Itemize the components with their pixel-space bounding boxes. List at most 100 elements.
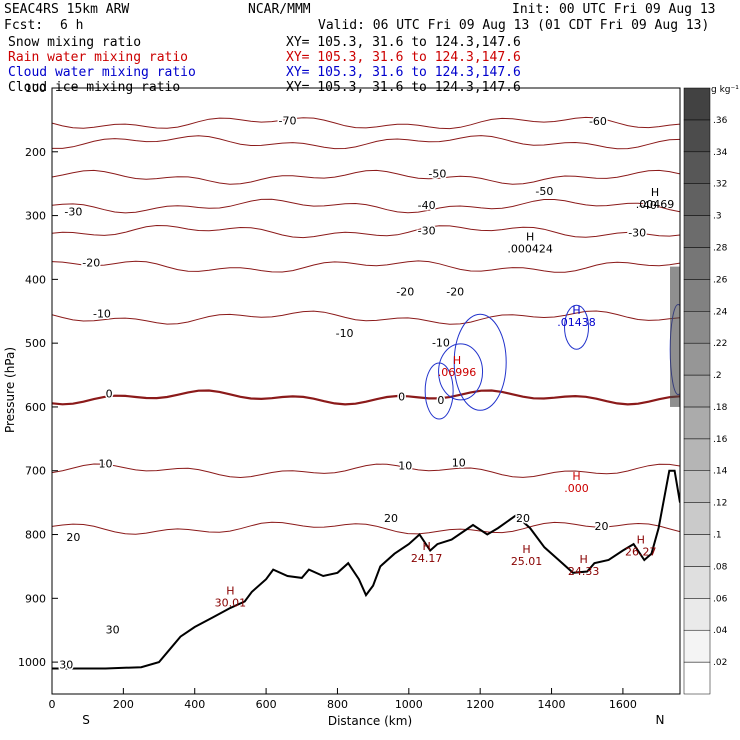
x-tick: 1600 bbox=[609, 688, 637, 711]
extremum-h: H bbox=[453, 354, 461, 367]
x-tick-label: 400 bbox=[184, 698, 205, 711]
extremum-marker: H24.17 bbox=[411, 540, 443, 565]
x-tick-label: 1200 bbox=[466, 698, 494, 711]
colorbar-tick: .06 bbox=[713, 594, 728, 604]
extremum-value: .000424 bbox=[507, 243, 553, 256]
extremum-value: 24.17 bbox=[411, 552, 443, 565]
shaded-mixing-ratio bbox=[670, 266, 680, 407]
colorbar-tick: .22 bbox=[713, 339, 727, 349]
isotherm-10 bbox=[52, 463, 680, 479]
contour-label: -30 bbox=[418, 225, 436, 238]
contour-label: 0 bbox=[437, 394, 444, 407]
fcst-label: Fcst: bbox=[4, 18, 44, 33]
colorbar-tick: .08 bbox=[713, 562, 728, 572]
x-tick-label: 1000 bbox=[395, 698, 423, 711]
x-tick-label: 1600 bbox=[609, 698, 637, 711]
extremum-value: .00469 bbox=[636, 198, 675, 211]
colorbar-tick: .28 bbox=[713, 243, 728, 253]
contour-label: 10 bbox=[398, 459, 412, 472]
colorbar-swatch bbox=[683, 502, 711, 535]
y-tick-label: 600 bbox=[25, 401, 46, 414]
colorbar-tick: .24 bbox=[713, 307, 728, 317]
isotherm--10 bbox=[52, 310, 680, 325]
x-tick-label: 1400 bbox=[538, 698, 566, 711]
contour-label: -70 bbox=[279, 114, 297, 127]
isotherm-0 bbox=[52, 389, 680, 406]
x-tick: 200 bbox=[113, 688, 134, 711]
cloud-water-contour bbox=[564, 304, 590, 350]
x-tick-label: 800 bbox=[327, 698, 348, 711]
terrain-line bbox=[52, 469, 680, 670]
extremum-marker: H30.01 bbox=[215, 585, 247, 610]
isotherm--30 bbox=[52, 224, 680, 239]
colorbar-tick: .26 bbox=[713, 275, 728, 285]
y-tick: 700 bbox=[25, 465, 58, 478]
y-tick: 900 bbox=[25, 592, 58, 605]
extremum-h: H bbox=[580, 553, 588, 566]
x-tick: 1000 bbox=[395, 688, 423, 711]
contour-label: 10 bbox=[99, 458, 113, 471]
y-tick-label: 300 bbox=[25, 210, 46, 223]
x-tick: 800 bbox=[327, 688, 348, 711]
extremum-marker: H26.27 bbox=[625, 534, 657, 559]
x-tick: 1200 bbox=[466, 688, 494, 711]
isotherm--20 bbox=[52, 260, 680, 273]
colorbar-tick: .14 bbox=[713, 467, 728, 477]
x-tick: 600 bbox=[256, 688, 277, 711]
plot-frame bbox=[51, 87, 681, 695]
isotherm-20 bbox=[52, 521, 680, 535]
y-tick: 200 bbox=[25, 146, 58, 159]
x-tick-label: 600 bbox=[256, 698, 277, 711]
org-label: NCAR/MMM bbox=[248, 2, 311, 17]
cloud-water-contour bbox=[438, 343, 484, 401]
extremum-marker: H24.33 bbox=[568, 553, 600, 578]
extremum-marker: H.000424 bbox=[507, 231, 553, 256]
y-tick-label: 900 bbox=[25, 592, 46, 605]
x-tick: 1400 bbox=[538, 688, 566, 711]
isotherm--40 bbox=[52, 198, 680, 214]
colorbar-units: g kg⁻¹ bbox=[711, 85, 739, 95]
contour-label: -20 bbox=[82, 257, 100, 270]
colorbar: .02 .04 .06 .08 .1 .12 .14 .16 .18 .2 .22 .24 .26 .28… bbox=[683, 85, 739, 695]
contour-label: -40 bbox=[418, 199, 436, 212]
extremum-h: H bbox=[522, 543, 530, 556]
colorbar-swatch bbox=[683, 247, 711, 280]
field-snow-xy: XY= 105.3, 31.6 to 124.3,147.6 bbox=[286, 35, 521, 50]
axes: 0 200 400 600 800 1000 1200 1400 160020030040050… bbox=[18, 82, 681, 711]
field-rain: Rain water mixing ratio bbox=[8, 50, 189, 65]
x-axis-title: Distance (km) bbox=[328, 714, 412, 728]
colorbar-swatch bbox=[683, 342, 711, 376]
contour-label: -60 bbox=[589, 115, 607, 128]
contour-label: 30 bbox=[59, 658, 73, 671]
colorbar-swatch bbox=[683, 279, 711, 312]
x-tick: 400 bbox=[184, 688, 205, 711]
extremum-h: H bbox=[651, 186, 659, 199]
extremum-h: H bbox=[572, 470, 580, 483]
colorbar-swatch bbox=[683, 119, 711, 153]
y-tick: 1000 bbox=[18, 656, 58, 669]
extremum-value: 24.33 bbox=[568, 565, 600, 578]
init-time: Init: 00 UTC Fri 09 Aug 13 bbox=[512, 2, 716, 17]
colorbar-swatch bbox=[683, 470, 711, 503]
contour-label: -10 bbox=[432, 336, 450, 349]
x-tick-label: 200 bbox=[113, 698, 134, 711]
contour-label: 20 bbox=[66, 531, 80, 544]
colorbar-tick: .2 bbox=[713, 371, 722, 381]
y-tick: 500 bbox=[25, 337, 58, 350]
colorbar-tick: .1 bbox=[713, 531, 722, 541]
colorbar-tick: .16 bbox=[713, 435, 728, 445]
extremum-marker: H.06996 bbox=[438, 354, 477, 379]
south-label: S bbox=[82, 713, 90, 727]
contour-label: 0 bbox=[106, 387, 113, 400]
contour-label: -30 bbox=[628, 227, 646, 240]
y-tick-label-top: 100 bbox=[25, 82, 46, 95]
colorbar-swatch bbox=[683, 534, 711, 567]
extremum-value: .01438 bbox=[557, 316, 596, 329]
colorbar-swatch bbox=[683, 438, 711, 471]
extremum-h: H bbox=[226, 585, 234, 598]
colorbar-swatch bbox=[683, 566, 711, 599]
extremum-marker: H.01438 bbox=[557, 304, 596, 329]
colorbar-tick: .04 bbox=[713, 626, 728, 636]
contour-label: 20 bbox=[516, 512, 530, 525]
